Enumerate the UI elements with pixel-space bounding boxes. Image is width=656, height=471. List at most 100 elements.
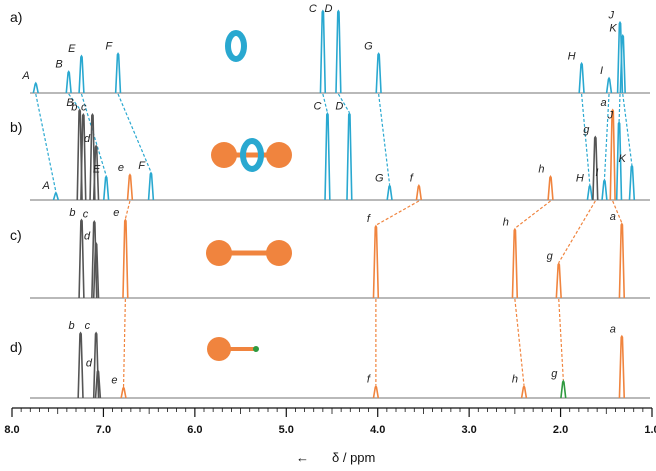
x-axis-title: δ / ppm (332, 450, 375, 465)
correlation-a-A (35, 93, 57, 192)
peak-b-f (415, 184, 423, 201)
peak-label-b-J: J (607, 110, 614, 122)
peak-label-b-g: g (583, 124, 590, 136)
peak-b-E (102, 175, 110, 201)
correlation-c-g (558, 298, 564, 381)
peak-label-b-D: D (335, 101, 343, 113)
peak-b-A (52, 191, 60, 201)
panel-label-a: a) (10, 9, 22, 25)
peak-label-a-G: G (364, 41, 373, 53)
correlation-a-J (618, 93, 621, 122)
peak-label-c-a: a (610, 211, 616, 223)
peak-label-a-E: E (68, 43, 76, 55)
peak-c-h (511, 227, 519, 299)
panel-label-d: d) (10, 339, 22, 355)
peak-label-d-d: d (86, 358, 93, 370)
correlation-a-B (68, 93, 81, 110)
x-tick-label: 4.0 (370, 424, 385, 436)
peak-d-h (520, 384, 528, 399)
peak-d-f (372, 384, 380, 399)
correlation-a-G (378, 93, 391, 185)
peak-label-b-B: B (66, 97, 73, 109)
half-axle-icon (207, 337, 259, 361)
peak-label-b-F: F (138, 160, 146, 172)
peak-d-g (560, 379, 567, 399)
peak-a-H (578, 61, 585, 94)
peak-b-B (76, 108, 83, 201)
peak-label-a-I: I (600, 65, 603, 77)
peak-b-g (592, 135, 599, 201)
rotaxane-icon (211, 138, 292, 172)
dumbbell-axle-icon (206, 240, 292, 266)
peak-label-d-c: c (85, 320, 91, 332)
correlation-c-e (122, 298, 126, 387)
peak-label-b-h: h (538, 164, 544, 176)
peak-label-c-b: b (69, 207, 75, 219)
peak-b-D (346, 112, 353, 201)
correlation-b-e (124, 200, 131, 220)
peak-label-c-h: h (503, 216, 509, 228)
correlation-c-h (514, 298, 525, 386)
peak-d-d (94, 369, 102, 399)
correlation-a-C (322, 93, 329, 113)
peak-b-h (547, 175, 554, 201)
peak-b-C (324, 112, 331, 201)
peak-label-c-d: d (84, 230, 91, 242)
peak-label-b-b: b (71, 102, 77, 114)
peak-label-b-f: f (410, 173, 414, 185)
peak-b-J (615, 121, 623, 201)
peak-label-b-A: A (42, 180, 50, 192)
peak-label-d-h: h (512, 373, 518, 385)
peak-label-d-a: a (610, 323, 616, 335)
peak-a-G (375, 52, 382, 94)
correlation-b-h (514, 200, 551, 229)
peak-label-a-B: B (55, 59, 62, 71)
peak-label-c-c: c (83, 209, 89, 221)
peak-label-c-f: f (367, 213, 371, 225)
correlation-a-D (337, 93, 350, 113)
peak-b-a (609, 108, 616, 201)
peak-label-c-e: e (113, 207, 119, 219)
peak-label-b-a: a (601, 97, 607, 109)
peak-d-a (618, 334, 626, 399)
peak-c-e (122, 218, 129, 299)
peak-c-f (372, 224, 380, 299)
peak-b-F (147, 171, 155, 201)
x-tick-label: 1.0 (644, 424, 656, 436)
peak-a-E (78, 54, 85, 94)
peak-label-b-G: G (375, 173, 384, 185)
peak-label-a-J: J (608, 9, 615, 21)
peak-label-d-f: f (367, 373, 371, 385)
peak-label-a-C: C (309, 3, 317, 15)
peak-b-d (92, 144, 100, 201)
correlation-b-f (375, 200, 420, 226)
peak-label-a-A: A (21, 70, 29, 82)
peak-b-K (628, 164, 636, 201)
peak-c-b (78, 218, 85, 299)
peak-label-a-K: K (609, 23, 617, 35)
peak-b-I (601, 178, 608, 201)
peak-b-c (89, 112, 96, 201)
x-axis-ticks: 8.0 7.0 6.0 5.0 4.0 3.0 2.0 1.0 (4, 408, 656, 436)
peak-label-d-e: e (111, 375, 117, 387)
correlation-b-a (612, 200, 623, 224)
peak-c-g (555, 262, 562, 299)
peak-label-a-D: D (324, 3, 332, 15)
correlation-a-H (581, 93, 591, 185)
peak-d-c (92, 331, 100, 399)
peak-c-d (92, 241, 100, 299)
peak-label-d-g: g (551, 368, 558, 380)
correlation-lines (35, 93, 633, 387)
spectra-group (30, 9, 650, 399)
peak-b-e (126, 173, 134, 201)
peak-label-b-c: c (81, 102, 87, 114)
peak-label-c-g: g (547, 251, 554, 263)
peak-a-C (319, 9, 327, 94)
peak-label-a-F: F (105, 41, 113, 53)
x-tick-label: 5.0 (279, 424, 294, 436)
peak-a-D (335, 9, 342, 94)
peak-d-e (120, 386, 127, 399)
